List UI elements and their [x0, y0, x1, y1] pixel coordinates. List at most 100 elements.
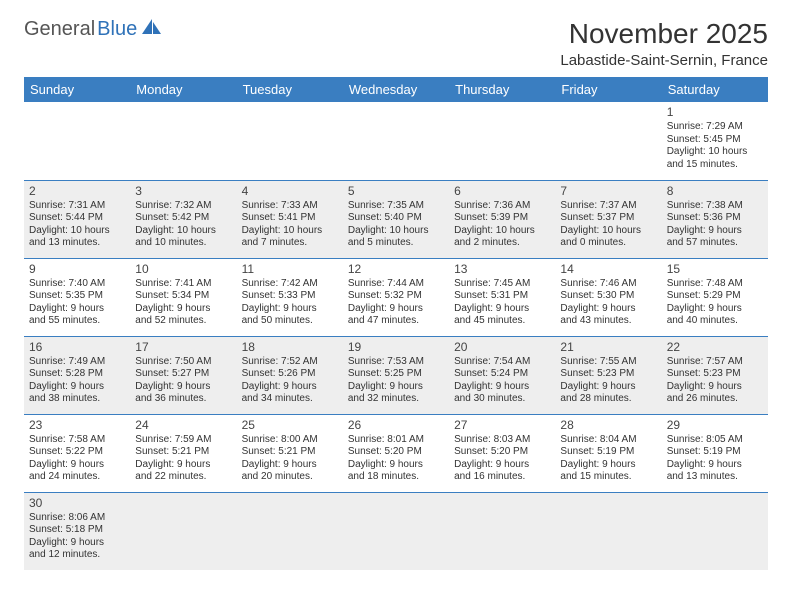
- day-number: 4: [242, 184, 338, 199]
- sunrise-text: Sunrise: 7:46 AM: [560, 278, 656, 291]
- sunset-text: Sunset: 5:22 PM: [29, 446, 125, 459]
- day1-text: Daylight: 9 hours: [135, 303, 231, 316]
- sunset-text: Sunset: 5:33 PM: [242, 290, 338, 303]
- sunrise-text: Sunrise: 7:52 AM: [242, 356, 338, 369]
- calendar-cell: [343, 492, 449, 570]
- calendar-cell: 2Sunrise: 7:31 AMSunset: 5:44 PMDaylight…: [24, 180, 130, 258]
- sail-icon: [141, 18, 163, 41]
- calendar-cell: [555, 102, 661, 180]
- sunrise-text: Sunrise: 8:00 AM: [242, 434, 338, 447]
- sunset-text: Sunset: 5:21 PM: [242, 446, 338, 459]
- day1-text: Daylight: 9 hours: [29, 381, 125, 394]
- calendar-cell: [449, 492, 555, 570]
- calendar-cell: 24Sunrise: 7:59 AMSunset: 5:21 PMDayligh…: [130, 414, 236, 492]
- day1-text: Daylight: 10 hours: [242, 225, 338, 238]
- calendar-cell: 6Sunrise: 7:36 AMSunset: 5:39 PMDaylight…: [449, 180, 555, 258]
- day-number: 5: [348, 184, 444, 199]
- sunrise-text: Sunrise: 7:40 AM: [29, 278, 125, 291]
- day-number: 2: [29, 184, 125, 199]
- day1-text: Daylight: 9 hours: [29, 459, 125, 472]
- day1-text: Daylight: 9 hours: [560, 303, 656, 316]
- day2-text: and 30 minutes.: [454, 393, 550, 406]
- day1-text: Daylight: 10 hours: [348, 225, 444, 238]
- day2-text: and 40 minutes.: [667, 315, 763, 328]
- day1-text: Daylight: 9 hours: [560, 381, 656, 394]
- day2-text: and 36 minutes.: [135, 393, 231, 406]
- calendar-cell: 1Sunrise: 7:29 AMSunset: 5:45 PMDaylight…: [662, 102, 768, 180]
- day-number: 6: [454, 184, 550, 199]
- calendar-cell: 15Sunrise: 7:48 AMSunset: 5:29 PMDayligh…: [662, 258, 768, 336]
- day2-text: and 15 minutes.: [560, 471, 656, 484]
- sunset-text: Sunset: 5:37 PM: [560, 212, 656, 225]
- day-header: Tuesday: [237, 77, 343, 102]
- day-number: 9: [29, 262, 125, 277]
- day1-text: Daylight: 9 hours: [560, 459, 656, 472]
- day-header: Thursday: [449, 77, 555, 102]
- calendar-cell: 27Sunrise: 8:03 AMSunset: 5:20 PMDayligh…: [449, 414, 555, 492]
- calendar-cell: 20Sunrise: 7:54 AMSunset: 5:24 PMDayligh…: [449, 336, 555, 414]
- sunset-text: Sunset: 5:34 PM: [135, 290, 231, 303]
- day2-text: and 16 minutes.: [454, 471, 550, 484]
- day-number: 15: [667, 262, 763, 277]
- sunrise-text: Sunrise: 7:48 AM: [667, 278, 763, 291]
- sunrise-text: Sunrise: 7:55 AM: [560, 356, 656, 369]
- day2-text: and 0 minutes.: [560, 237, 656, 250]
- sunset-text: Sunset: 5:28 PM: [29, 368, 125, 381]
- sunrise-text: Sunrise: 7:37 AM: [560, 200, 656, 213]
- sunrise-text: Sunrise: 7:32 AM: [135, 200, 231, 213]
- sunrise-text: Sunrise: 8:06 AM: [29, 512, 125, 525]
- calendar-cell: 28Sunrise: 8:04 AMSunset: 5:19 PMDayligh…: [555, 414, 661, 492]
- calendar-cell: 4Sunrise: 7:33 AMSunset: 5:41 PMDaylight…: [237, 180, 343, 258]
- sunrise-text: Sunrise: 7:49 AM: [29, 356, 125, 369]
- day2-text: and 7 minutes.: [242, 237, 338, 250]
- day2-text: and 13 minutes.: [667, 471, 763, 484]
- calendar-week-row: 23Sunrise: 7:58 AMSunset: 5:22 PMDayligh…: [24, 414, 768, 492]
- day1-text: Daylight: 9 hours: [454, 303, 550, 316]
- sunset-text: Sunset: 5:25 PM: [348, 368, 444, 381]
- calendar-cell: 26Sunrise: 8:01 AMSunset: 5:20 PMDayligh…: [343, 414, 449, 492]
- sunset-text: Sunset: 5:45 PM: [667, 134, 763, 147]
- day1-text: Daylight: 9 hours: [667, 459, 763, 472]
- day1-text: Daylight: 10 hours: [135, 225, 231, 238]
- day-number: 7: [560, 184, 656, 199]
- day1-text: Daylight: 9 hours: [29, 303, 125, 316]
- sunset-text: Sunset: 5:18 PM: [29, 524, 125, 537]
- day2-text: and 10 minutes.: [135, 237, 231, 250]
- sunset-text: Sunset: 5:23 PM: [560, 368, 656, 381]
- day2-text: and 43 minutes.: [560, 315, 656, 328]
- day2-text: and 5 minutes.: [348, 237, 444, 250]
- day2-text: and 24 minutes.: [29, 471, 125, 484]
- calendar-cell: [237, 492, 343, 570]
- day2-text: and 34 minutes.: [242, 393, 338, 406]
- sunset-text: Sunset: 5:31 PM: [454, 290, 550, 303]
- logo-blue-text: Blue: [97, 18, 137, 41]
- day1-text: Daylight: 10 hours: [560, 225, 656, 238]
- calendar-cell: 8Sunrise: 7:38 AMSunset: 5:36 PMDaylight…: [662, 180, 768, 258]
- day-number: 11: [242, 262, 338, 277]
- day-header: Saturday: [662, 77, 768, 102]
- calendar-cell: 23Sunrise: 7:58 AMSunset: 5:22 PMDayligh…: [24, 414, 130, 492]
- calendar-cell: 29Sunrise: 8:05 AMSunset: 5:19 PMDayligh…: [662, 414, 768, 492]
- calendar-cell: 12Sunrise: 7:44 AMSunset: 5:32 PMDayligh…: [343, 258, 449, 336]
- day-number: 27: [454, 418, 550, 433]
- sunrise-text: Sunrise: 8:03 AM: [454, 434, 550, 447]
- day1-text: Daylight: 9 hours: [454, 381, 550, 394]
- day-number: 29: [667, 418, 763, 433]
- calendar-cell: 5Sunrise: 7:35 AMSunset: 5:40 PMDaylight…: [343, 180, 449, 258]
- day1-text: Daylight: 9 hours: [667, 381, 763, 394]
- calendar-cell: 21Sunrise: 7:55 AMSunset: 5:23 PMDayligh…: [555, 336, 661, 414]
- calendar-cell: [555, 492, 661, 570]
- sunset-text: Sunset: 5:20 PM: [348, 446, 444, 459]
- day-number: 18: [242, 340, 338, 355]
- day1-text: Daylight: 9 hours: [667, 303, 763, 316]
- sunrise-text: Sunrise: 7:58 AM: [29, 434, 125, 447]
- day-number: 3: [135, 184, 231, 199]
- day-number: 14: [560, 262, 656, 277]
- day1-text: Daylight: 9 hours: [348, 459, 444, 472]
- calendar-cell: [449, 102, 555, 180]
- day2-text: and 26 minutes.: [667, 393, 763, 406]
- calendar-cell: 9Sunrise: 7:40 AMSunset: 5:35 PMDaylight…: [24, 258, 130, 336]
- day-number: 20: [454, 340, 550, 355]
- sunrise-text: Sunrise: 8:01 AM: [348, 434, 444, 447]
- day2-text: and 13 minutes.: [29, 237, 125, 250]
